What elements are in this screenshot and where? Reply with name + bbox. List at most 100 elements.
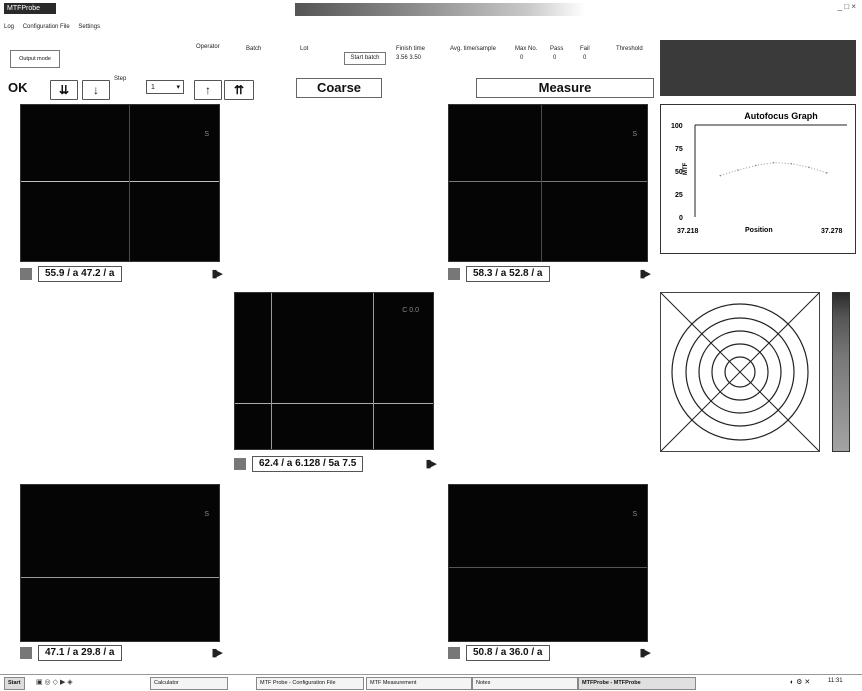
task-measurement[interactable]: MTF Measurement [366,677,472,690]
camera-label: S [632,511,637,518]
pass-value: 0 [553,55,557,61]
expand-arrow-icon[interactable]: ▮▶ [425,458,436,470]
af-line [720,162,827,177]
y-axis-label: MTF [683,162,689,175]
window-controls[interactable]: _ □ × [837,2,856,11]
autofocus-graph-svg: Autofocus Graph 100 75 50 25 0 MTF 37.21… [671,111,847,235]
avg-time-label: Avg. time/sample [450,46,496,52]
x-max-label: 37.278 [821,228,843,235]
crosshair-horizontal [449,181,647,182]
max-no-label: Max No. [515,46,538,52]
crosshair-horizontal [449,567,647,568]
step-value: 1 [151,84,155,91]
menu-configuration-file[interactable]: Configuration File [22,24,70,30]
step-select[interactable]: 1 ▾ [146,80,184,94]
y-tick-25: 25 [675,192,683,199]
chart-title: Autofocus Graph [744,111,818,121]
mtf-readout: 50.8 / a 36.0 / a [466,644,550,661]
target-ring-2 [685,317,795,427]
operator-label: Operator [196,44,220,50]
taskbar: Start ▣ ◎ ◇ ▶ ◈ Calculator MTF Probe - C… [0,674,862,691]
menu-log[interactable]: Log [4,24,15,30]
af-point [790,162,793,165]
lot-label: Lot [300,46,309,52]
camera-label: S [632,131,637,138]
max-no-value: 0 [520,55,524,61]
y-tick-75: 75 [675,146,683,153]
move-up-button[interactable]: ↑ [194,80,222,100]
task-mtfprobe[interactable]: MTFProbe - MTFProbe [578,677,696,690]
target-ring-5 [724,356,756,388]
target-pattern [660,292,820,452]
step-label: Step [114,76,127,82]
start-button[interactable]: Start [4,677,25,690]
start-batch-button[interactable]: Start batch [344,52,386,65]
y-tick-0: 0 [679,215,683,222]
mtf-readout: 47.1 / a 29.8 / a [38,644,122,661]
camera-label: C 0.0 [402,307,419,314]
expand-arrow-icon[interactable]: ▮▶ [639,647,650,659]
crosshair-horizontal [21,181,219,182]
chevron-down-icon: ▾ [176,84,180,91]
color-swatch [20,267,32,280]
finish-time-value: 3.56 3.50 [396,55,422,61]
mtf-readout: 55.9 / a 47.2 / a [38,265,122,282]
expand-arrow-icon[interactable]: ▮▶ [211,647,222,659]
target-svg [660,292,820,452]
x-axis-label: Position [745,227,773,234]
finish-time-label: Finish time [396,46,426,52]
crosshair-vertical-right [373,293,374,449]
menu-bar: Log Configuration File Settings [4,24,107,30]
task-notes[interactable]: Notes [472,677,578,690]
tray-icons[interactable]: ◐ ⚙ ✕ [790,679,811,686]
pass-label: Pass [550,46,564,52]
menu-settings[interactable]: Settings [78,24,101,30]
threshold-display [660,40,856,96]
move-up-fast-button[interactable]: ⇈ [224,80,254,100]
readout-center: 62.4 / a 6.128 / 5a 7.5 ▮▶ [234,455,437,472]
af-point [808,166,810,169]
mtf-readout: 58.3 / a 52.8 / a [466,265,550,282]
readout-top-right: 58.3 / a 52.8 / a ▮▶ [448,265,651,282]
color-swatch [234,457,246,470]
task-calculator[interactable]: Calculator [150,677,228,690]
crosshair-vertical-left [271,293,272,449]
target-ring-3 [698,330,782,414]
camera-label: S [204,131,209,138]
output-mode-button[interactable]: Output mode [10,50,60,68]
coarse-button[interactable]: Coarse [296,78,382,98]
fail-label: Fail [580,46,590,52]
x-min-label: 37.218 [677,228,699,235]
color-swatch [448,646,460,659]
move-down-button[interactable]: ↓ [82,80,110,100]
color-scale-bar [832,292,850,452]
af-point [772,161,775,164]
expand-arrow-icon[interactable]: ▮▶ [211,268,222,280]
camera-view-top-left[interactable]: S [20,104,220,262]
threshold-label: Threshold [616,46,643,52]
camera-view-top-right[interactable]: S [448,104,648,262]
readout-bottom-right: 50.8 / a 36.0 / a ▮▶ [448,644,651,661]
crosshair-vertical [541,105,542,261]
af-point [719,174,722,177]
af-point [825,172,828,174]
camera-label: S [204,511,209,518]
window-title: MTFProbe [4,3,56,14]
af-point [755,164,757,167]
color-swatch [448,267,460,280]
task-config[interactable]: MTF Probe - Configuration File [256,677,364,690]
title-gradient [295,3,585,16]
af-point [737,169,739,171]
ok-button[interactable]: OK [8,80,28,95]
measure-button[interactable]: Measure [476,78,654,98]
camera-view-bottom-right[interactable]: S [448,484,648,642]
camera-view-center[interactable]: C 0.0 [234,292,434,450]
quicklaunch-icons[interactable]: ▣ ◎ ◇ ▶ ◈ [36,679,73,686]
move-down-fast-button[interactable]: ⇊ [50,80,78,100]
batch-label: Batch [246,46,262,52]
clock: 11:31 [828,678,843,684]
expand-arrow-icon[interactable]: ▮▶ [639,268,650,280]
camera-view-bottom-left[interactable]: S [20,484,220,642]
fail-value: 0 [583,55,587,61]
crosshair-horizontal [235,403,433,404]
